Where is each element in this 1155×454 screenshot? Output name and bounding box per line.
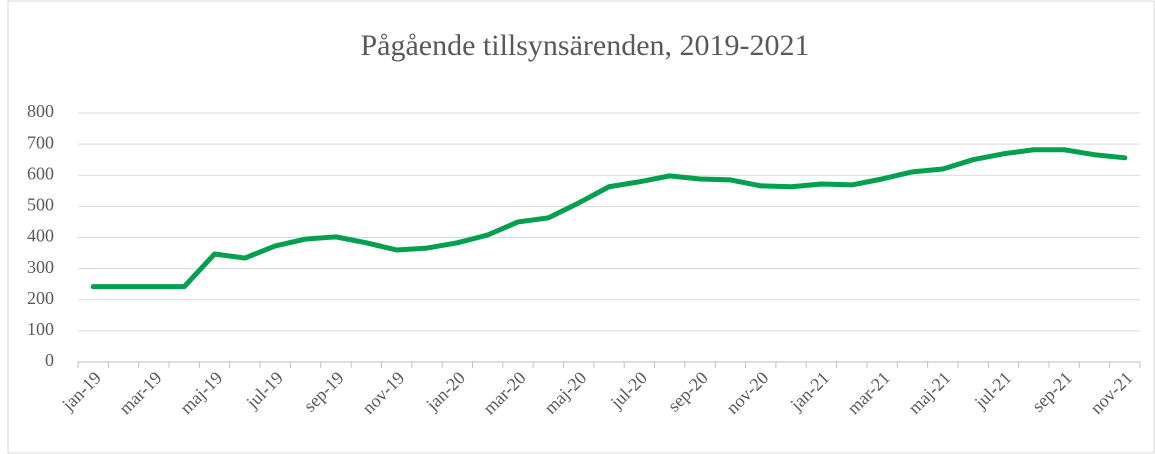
y-tick-label: 800 — [27, 101, 54, 121]
data-line — [90, 147, 1128, 290]
y-tick-label: 500 — [27, 195, 54, 215]
chart-frame — [7, 0, 1155, 454]
chart-title: Pågående tillsynsärenden, 2019-2021 — [360, 29, 809, 62]
y-tick-label: 100 — [27, 319, 54, 339]
y-tick-label: 700 — [27, 132, 54, 152]
y-tick-label: 400 — [27, 226, 54, 246]
y-tick-label: 600 — [27, 163, 54, 183]
y-tick-label: 0 — [45, 350, 54, 370]
y-tick-label: 200 — [27, 288, 54, 308]
y-tick-label: 300 — [27, 257, 54, 277]
